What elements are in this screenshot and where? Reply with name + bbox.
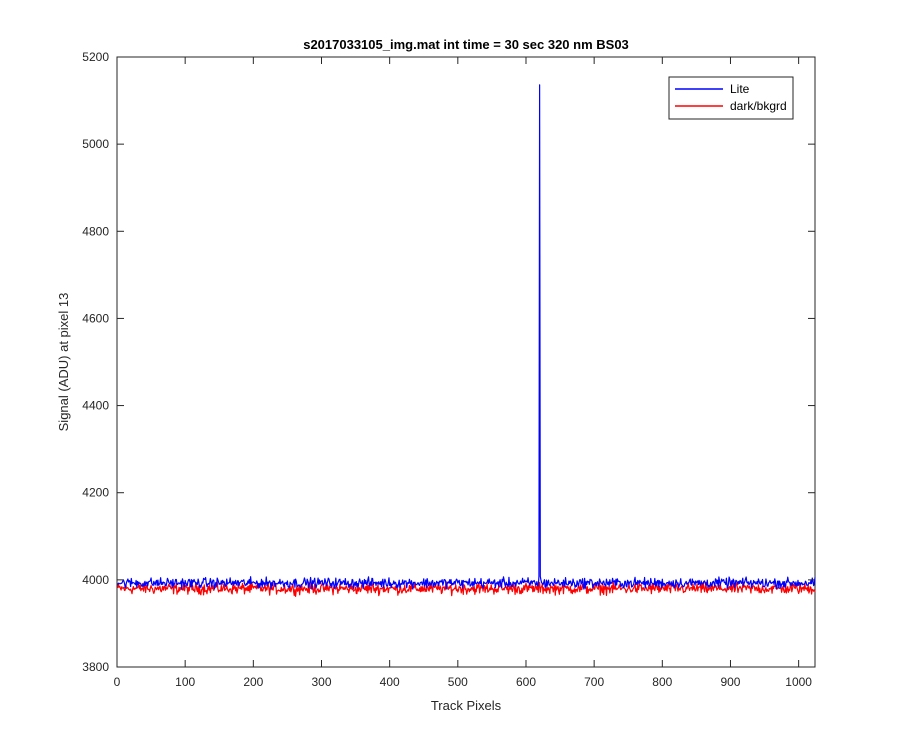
legend-label-lite: Lite — [730, 82, 750, 96]
series-layer — [117, 84, 816, 597]
y-tick-label: 4000 — [82, 573, 109, 587]
legend-label-dark-bkgrd: dark/bkgrd — [730, 99, 787, 113]
y-tick-label: 5200 — [82, 50, 109, 64]
x-tick-label: 700 — [584, 675, 604, 689]
legend-box — [668, 76, 794, 120]
x-tick-label: 1000 — [785, 675, 812, 689]
x-tick-label: 100 — [175, 675, 195, 689]
y-tick-label: 3800 — [82, 660, 109, 674]
series-line-lite — [117, 84, 816, 590]
x-axis-label: Track Pixels — [431, 698, 502, 713]
y-axis-label: Signal (ADU) at pixel 13 — [56, 293, 71, 432]
x-tick-label: 800 — [652, 675, 672, 689]
plot-area — [116, 56, 816, 668]
x-tick-label: 400 — [380, 675, 400, 689]
x-tick-label: 300 — [311, 675, 331, 689]
y-tick-label: 4200 — [82, 486, 109, 500]
x-tick-label: 500 — [448, 675, 468, 689]
y-tick-label: 4400 — [82, 399, 109, 413]
x-tick-label: 600 — [516, 675, 536, 689]
y-tick-label: 4600 — [82, 311, 109, 325]
chart-title: s2017033105_img.mat int time = 30 sec 32… — [303, 37, 629, 52]
x-tick-label: 900 — [720, 675, 740, 689]
legend: Lite dark/bkgrd — [668, 76, 794, 120]
ticks-layer: 0 100 200 300 400 500 600 700 800 900 1000 3800 4000… — [82, 50, 815, 689]
y-tick-label: 5000 — [82, 137, 109, 151]
series-line-dark-bkgrd — [117, 580, 816, 597]
y-tick-label: 4800 — [82, 224, 109, 238]
x-tick-label: 0 — [114, 675, 121, 689]
x-tick-label: 200 — [243, 675, 263, 689]
